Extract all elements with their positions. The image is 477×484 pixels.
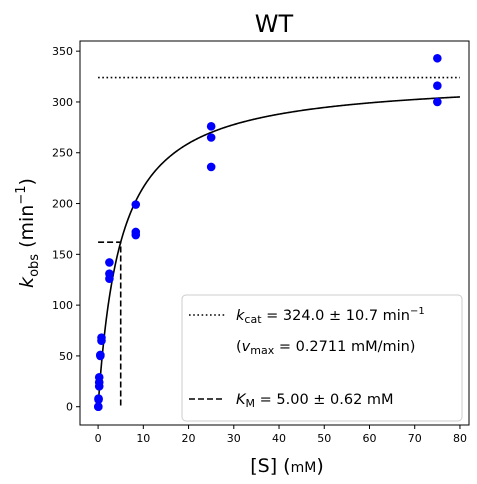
data-point bbox=[105, 269, 114, 278]
data-point bbox=[433, 81, 442, 90]
data-point bbox=[131, 200, 141, 209]
y-tick-label: 350 bbox=[52, 45, 73, 58]
data-point bbox=[206, 133, 216, 142]
legend-kcat-label: kcat = 324.0 ± 10.7 min−1 bbox=[236, 306, 425, 326]
data-point bbox=[433, 53, 442, 63]
plot-area bbox=[79, 40, 470, 426]
x-tick-label: 70 bbox=[408, 432, 422, 445]
data-point bbox=[94, 402, 103, 412]
x-axis-ticks: 0 10 20 30 40 50 60 70 80 bbox=[95, 425, 467, 445]
data-point bbox=[97, 333, 106, 342]
legend: kcat = 324.0 ± 10.7 min−1 (vmax = 0.2711… bbox=[181, 294, 463, 422]
y-tick-label: 300 bbox=[52, 96, 73, 109]
x-tick-label: 10 bbox=[136, 432, 150, 445]
legend-vmax-label: (vmax = 0.2711 mM/min) bbox=[236, 339, 415, 357]
axes-frame bbox=[79, 40, 470, 426]
fit-curve-group bbox=[97, 96, 460, 407]
x-tick-label: 30 bbox=[227, 432, 241, 445]
x-tick-label: 20 bbox=[182, 432, 196, 445]
legend-box bbox=[181, 294, 463, 422]
data-point bbox=[94, 394, 103, 403]
data-points bbox=[94, 53, 442, 412]
legend-km-label: KM = 5.00 ± 0.62 mM bbox=[236, 392, 394, 410]
x-tick-label: 40 bbox=[272, 432, 286, 445]
data-point bbox=[206, 122, 216, 131]
y-tick-label: 50 bbox=[59, 350, 73, 363]
data-point bbox=[206, 162, 216, 172]
y-tick-label: 250 bbox=[52, 147, 73, 160]
x-tick-label: 80 bbox=[453, 432, 467, 445]
fit-curve bbox=[97, 96, 460, 407]
x-axis-label: [S] (mM) bbox=[250, 455, 323, 477]
data-point bbox=[96, 350, 105, 360]
data-point bbox=[131, 227, 141, 237]
x-tick-label: 0 bbox=[95, 432, 102, 445]
chart-title: WT bbox=[255, 10, 294, 38]
y-tick-label: 150 bbox=[52, 248, 73, 261]
y-axis-label: kobs (min−1) bbox=[14, 178, 42, 288]
y-tick-label: 200 bbox=[52, 198, 73, 211]
x-tick-label: 50 bbox=[317, 432, 331, 445]
y-tick-label: 0 bbox=[66, 401, 73, 414]
y-tick-label: 100 bbox=[52, 299, 73, 312]
data-point bbox=[105, 258, 114, 267]
y-axis-ticks: 0 50 100 150 200 250 300 350 bbox=[52, 45, 80, 414]
data-point bbox=[94, 372, 104, 382]
data-point bbox=[433, 97, 442, 107]
x-tick-label: 60 bbox=[362, 432, 376, 445]
